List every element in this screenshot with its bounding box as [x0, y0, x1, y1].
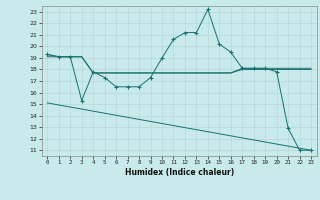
X-axis label: Humidex (Indice chaleur): Humidex (Indice chaleur) [124, 168, 234, 177]
